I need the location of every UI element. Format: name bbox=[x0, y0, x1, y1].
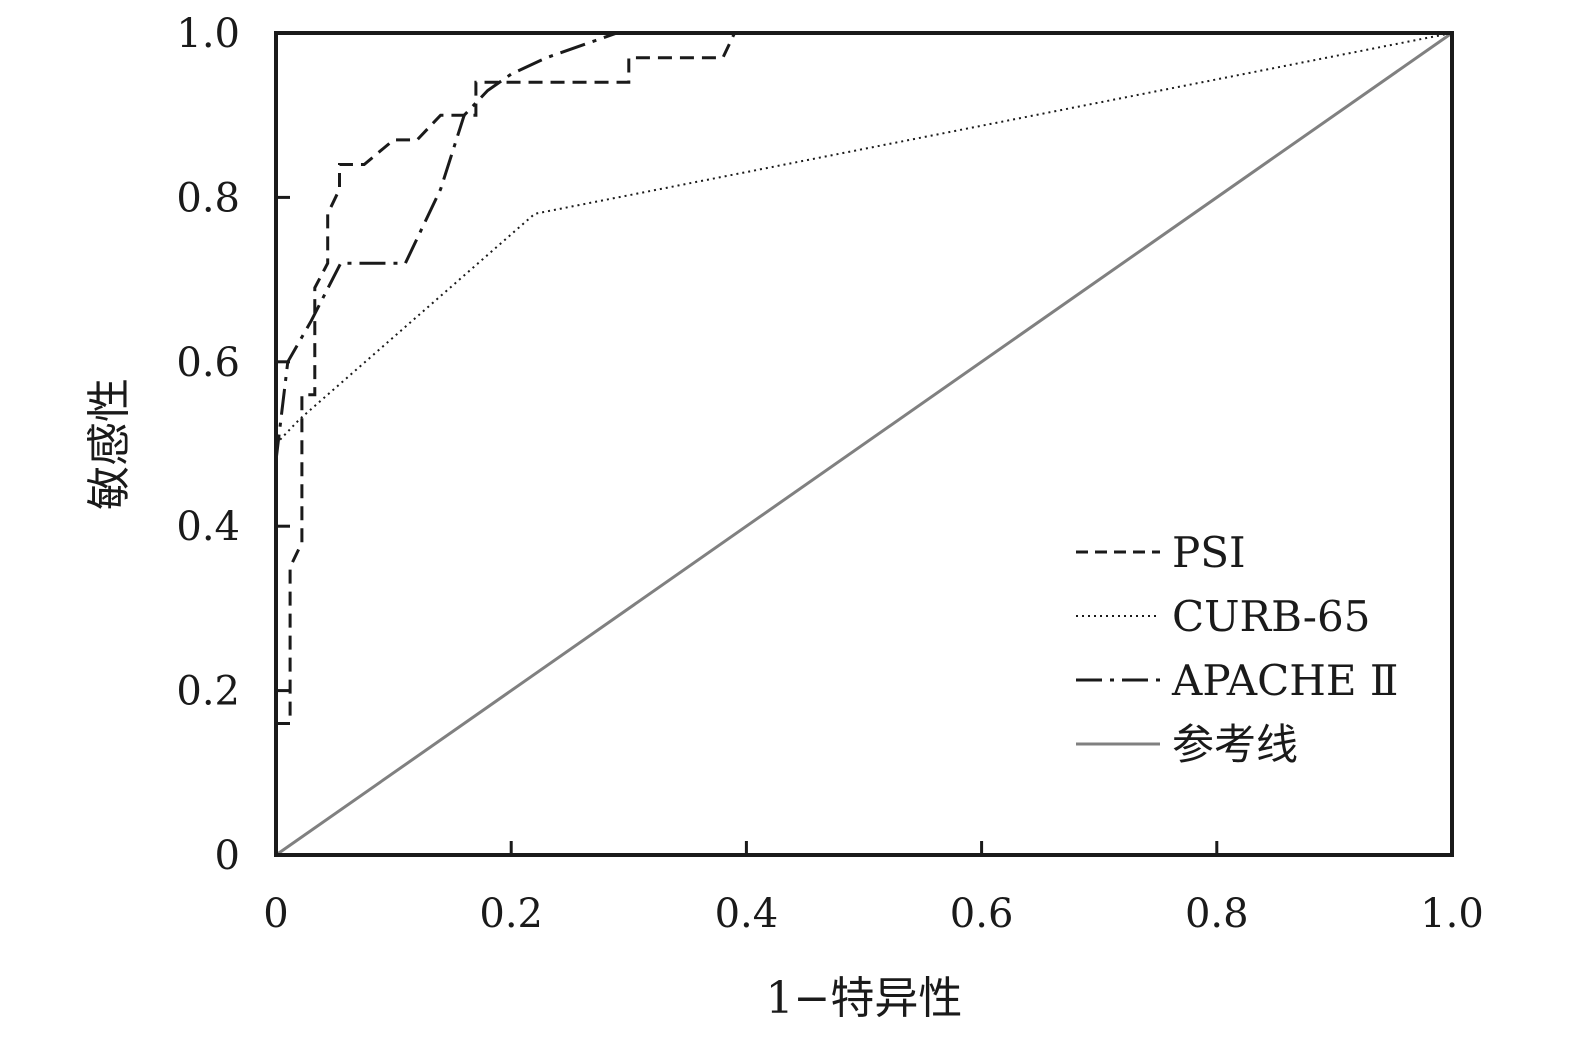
x-tick-label: 0 bbox=[263, 891, 288, 937]
legend-label-3: APACHE Ⅱ bbox=[1171, 656, 1398, 705]
plot-frame bbox=[274, 31, 1454, 857]
legend-label-1: PSI bbox=[1172, 528, 1246, 577]
x-tick-label: 0.4 bbox=[715, 891, 779, 937]
x-tick-label: 1.0 bbox=[1420, 891, 1484, 937]
series-line-1 bbox=[276, 31, 1452, 725]
y-axis-title: 敏感性 bbox=[84, 378, 135, 510]
legend: PSI CURB-65 APACHE Ⅱ 参考线 bbox=[1076, 528, 1398, 769]
ticks-layer: 0 0.2 0.4 0.6 0.8 1.0 0 0.2 0.4 0.6 0.8 1.0 bbox=[176, 11, 1483, 937]
y-tick-label: 0.4 bbox=[176, 504, 240, 550]
y-tick-label: 0.6 bbox=[176, 340, 240, 386]
legend-label-2: CURB-65 bbox=[1172, 592, 1370, 641]
x-tick-label: 0.2 bbox=[479, 891, 543, 937]
x-tick-label: 0.8 bbox=[1185, 891, 1249, 937]
y-tick-label: 0.2 bbox=[176, 669, 240, 715]
legend-label-4: 参考线 bbox=[1172, 720, 1298, 769]
series-layer bbox=[274, 31, 1453, 857]
y-tick-label: 0.8 bbox=[176, 175, 240, 221]
series-line-2 bbox=[275, 32, 1453, 445]
y-tick-label: 1.0 bbox=[176, 11, 240, 57]
x-axis-title: 1−特异性 bbox=[766, 973, 963, 1024]
series-line-4 bbox=[275, 31, 1453, 857]
series-line-3 bbox=[274, 31, 1452, 461]
y-tick-label: 0 bbox=[215, 833, 240, 879]
x-tick-label: 0.6 bbox=[950, 891, 1014, 937]
